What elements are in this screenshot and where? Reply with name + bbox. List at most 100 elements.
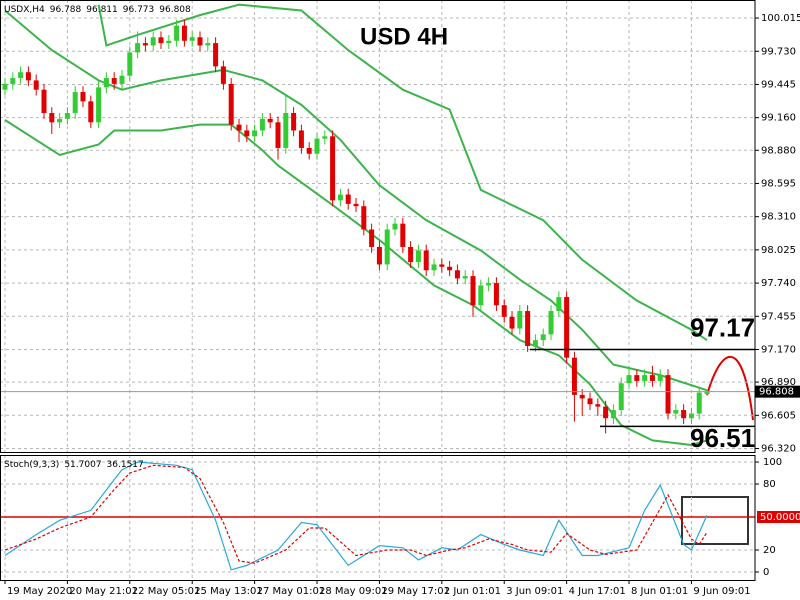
candle-body: [556, 297, 562, 312]
candle-body: [673, 410, 679, 414]
candle-body: [610, 410, 616, 419]
candle-body: [283, 113, 289, 148]
x-tick-label: 4 Jun 17:01: [569, 586, 626, 597]
candle-body: [41, 89, 47, 113]
candle-body: [306, 147, 312, 154]
candle-body: [80, 92, 86, 102]
candle-body: [571, 357, 577, 395]
candle-body: [447, 266, 453, 271]
ohlc-high: 96.811: [86, 5, 118, 15]
candle-body: [345, 194, 351, 204]
candle-body: [205, 43, 211, 46]
bollinger-band: [4, 9, 708, 392]
x-tick-label: 8 Jun 01:01: [631, 586, 688, 597]
candle-body: [18, 72, 24, 79]
candle-body: [244, 130, 250, 137]
y-tick-label: 98.880: [761, 145, 796, 156]
candle-body: [127, 52, 133, 76]
candle-body: [439, 264, 445, 267]
y-tick-label: 96.890: [761, 377, 796, 388]
candle-body: [49, 113, 55, 123]
candle-body: [454, 270, 460, 279]
candle-body: [704, 391, 710, 394]
candle-body: [618, 383, 624, 411]
symbol: USDX,H4: [4, 5, 45, 15]
candle-body: [57, 118, 63, 123]
candle-body: [10, 78, 16, 84]
current-price-box: [755, 385, 800, 398]
indicator-value: 51.7007: [64, 460, 101, 470]
candle-body: [525, 311, 531, 346]
candle-body: [415, 250, 421, 263]
candle-body: [88, 101, 94, 123]
header: Stoch(9,3,3) 51.7007 36.1517: [4, 460, 144, 470]
candle-body: [564, 297, 570, 358]
candle-body: [111, 78, 117, 84]
candle-body: [681, 410, 687, 419]
candle-body: [470, 276, 476, 306]
candle-body: [517, 311, 523, 329]
candle-body: [353, 203, 359, 207]
x-tick-label: 19 May 2020: [7, 586, 72, 597]
x-tick-label: 20 May 21:01: [69, 586, 138, 597]
candle-body: [376, 246, 382, 265]
ohlc-low: 96.773: [123, 5, 155, 15]
bollinger-band: [97, 3, 708, 341]
candle-body: [603, 406, 609, 419]
candle-body: [314, 138, 320, 154]
candle-body: [509, 316, 515, 329]
candle-body: [369, 229, 375, 247]
candle-body: [493, 283, 499, 306]
y-tick-label: 99.160: [761, 113, 796, 124]
candle-body: [197, 37, 203, 46]
y-tick-label: 97.740: [761, 278, 796, 289]
candle-body: [236, 124, 242, 131]
candle-body: [158, 37, 164, 44]
candle-body: [634, 375, 640, 381]
candle-body: [501, 305, 507, 317]
candle-body: [119, 75, 125, 84]
highlight-box: [681, 496, 749, 545]
candle-body: [220, 66, 226, 84]
y-tick-label: 98.595: [761, 178, 796, 189]
y-tick-label: 97.170: [761, 344, 796, 355]
candle-body: [72, 92, 78, 113]
y-tick-label: 96.605: [761, 410, 796, 421]
candle-body: [150, 37, 156, 46]
x-tick-label: 25 May 13:01: [194, 586, 263, 597]
candle-body: [431, 264, 437, 271]
y-tick-label: 99.445: [761, 79, 796, 90]
y-tick-label: 98.025: [761, 245, 796, 256]
y-tick-label: 100.015: [761, 13, 800, 24]
candle-body: [361, 206, 367, 230]
indicator-name: Stoch(9,3,3): [4, 460, 59, 470]
y-tick-label: 20: [763, 545, 776, 556]
candle-body: [166, 40, 172, 44]
indicator-value: 36.1517: [107, 460, 144, 470]
candle-body: [174, 25, 180, 41]
candle-body: [267, 118, 273, 123]
y-tick-label: 80: [763, 479, 776, 490]
candle-body: [228, 83, 234, 125]
candle-body: [322, 136, 328, 139]
candle-body: [103, 78, 109, 88]
x-tick-label: 3 Jun 09:01: [506, 586, 563, 597]
candle-body: [330, 136, 336, 201]
candle-body: [392, 223, 398, 230]
candle-body: [548, 311, 554, 335]
current-price-label: 96.808: [759, 387, 794, 398]
candle-body: [579, 394, 585, 399]
x-tick-label: 28 May 09:01: [319, 586, 388, 597]
x-tick-label: 27 May 01:01: [257, 586, 326, 597]
candle-body: [696, 392, 702, 414]
candle-body: [486, 283, 492, 286]
candle-body: [665, 375, 671, 414]
x-tick-label: 22 May 05:01: [132, 586, 201, 597]
candle-body: [275, 122, 281, 148]
candle-body: [540, 334, 546, 341]
candle-body: [657, 375, 663, 381]
panel-border: [0, 0, 756, 453]
candle-body: [298, 130, 304, 148]
candle-body: [400, 223, 406, 247]
